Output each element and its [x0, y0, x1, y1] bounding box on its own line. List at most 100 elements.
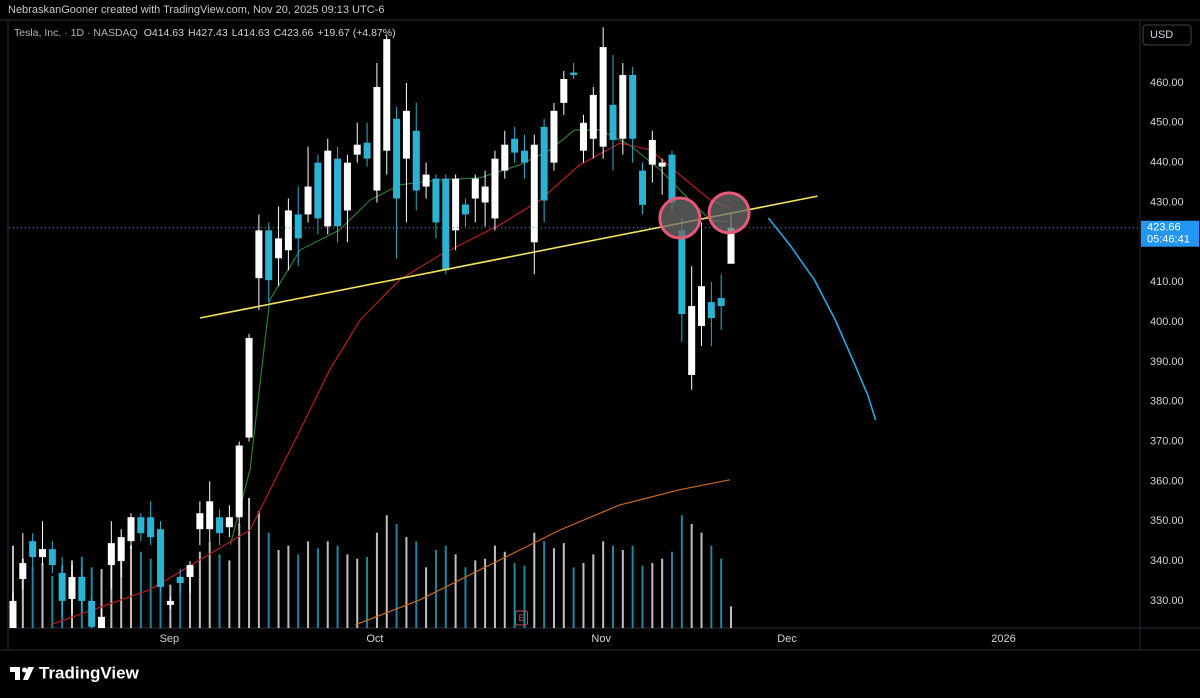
candle-body — [265, 230, 273, 281]
candle-body — [235, 445, 243, 518]
volume-bar — [346, 554, 349, 628]
legend-low: L414.63 — [232, 27, 270, 39]
volume-bar — [700, 532, 703, 628]
candle-body — [353, 144, 361, 155]
candle-body — [117, 537, 125, 562]
x-tick-label: 2026 — [991, 633, 1015, 645]
y-tick-label: 360.00 — [1150, 475, 1184, 487]
volume-bar — [218, 554, 221, 628]
volume-bar — [582, 563, 585, 628]
volume-bar — [405, 537, 408, 628]
event-marker: E — [519, 613, 525, 623]
volume-bar — [464, 567, 467, 628]
y-tick-label: 410.00 — [1150, 276, 1184, 288]
candle-body — [343, 162, 351, 211]
x-tick-label: Sep — [160, 633, 180, 645]
volume-bar — [139, 551, 142, 628]
y-tick-label: 380.00 — [1150, 396, 1184, 408]
y-tick-label: 460.00 — [1150, 77, 1184, 89]
symbol: Tesla, Inc. · 1D · NASDAQ — [14, 27, 138, 39]
candle-body — [38, 549, 46, 558]
candle-body — [501, 144, 509, 171]
logo-mark — [10, 667, 20, 680]
volume-bar — [149, 558, 152, 628]
candle-body — [599, 47, 607, 147]
volume-bar — [690, 524, 693, 628]
volume-bar — [356, 558, 359, 628]
volume-bar — [307, 541, 310, 628]
candle-body — [68, 577, 76, 599]
volume-bar — [611, 545, 614, 628]
candle-body — [48, 549, 56, 566]
x-tick-label: Dec — [777, 633, 797, 645]
candle-body — [29, 541, 37, 558]
volume-bar — [179, 576, 182, 628]
moving-average — [50, 142, 731, 626]
volume-bar — [248, 498, 251, 628]
volume-bar — [602, 541, 605, 628]
candle-body — [491, 158, 499, 219]
moving-average — [355, 479, 731, 626]
volume-bar — [425, 567, 428, 628]
volume-bar — [375, 532, 378, 628]
candle-body — [688, 306, 696, 375]
candle-body — [589, 94, 597, 139]
volume-bar — [543, 541, 546, 628]
logo-mark — [23, 667, 34, 680]
candle-body — [717, 298, 725, 307]
candle-body — [678, 230, 686, 315]
volume-bar — [592, 554, 595, 628]
volume-bar — [189, 565, 192, 628]
price-label: 423.66 — [1147, 222, 1181, 234]
candle-body — [78, 577, 86, 601]
candle-body — [393, 118, 401, 199]
volume-bar — [130, 545, 133, 628]
volume-bar — [661, 558, 664, 628]
price-label-box — [1141, 220, 1199, 247]
projection-curve — [767, 217, 877, 421]
candle-body — [88, 600, 96, 627]
candle-body — [216, 517, 224, 534]
volume-bar — [395, 524, 398, 628]
legend-open: O414.63 — [144, 27, 184, 39]
volume-bar — [257, 511, 260, 628]
volume-bar — [110, 554, 113, 628]
legend-close: C423.66 — [274, 27, 314, 39]
candle-body — [19, 563, 27, 579]
y-tick-label: 330.00 — [1150, 595, 1184, 607]
y-tick-label: 340.00 — [1150, 555, 1184, 567]
candle-body — [648, 139, 656, 165]
volume-bar — [720, 558, 723, 628]
candle-body — [402, 110, 410, 159]
volume-bar — [11, 545, 14, 628]
candle-body — [157, 529, 165, 587]
volume-bar — [513, 563, 516, 628]
candle-body — [314, 162, 322, 219]
candle-body — [609, 104, 617, 140]
candle-body — [324, 150, 332, 227]
candle-body — [275, 238, 283, 259]
candle-body — [442, 178, 450, 271]
candle-body — [471, 178, 479, 199]
candle-body — [107, 543, 115, 566]
y-tick-label: 390.00 — [1150, 356, 1184, 368]
event-marker-box — [515, 610, 529, 626]
volume-bar — [385, 515, 388, 628]
volume-bar — [41, 563, 44, 628]
currency-box[interactable] — [1142, 24, 1192, 46]
volume-bar — [562, 543, 565, 628]
volume-bar — [336, 545, 339, 628]
currency[interactable]: USD — [1150, 29, 1173, 41]
highlight-circle — [658, 196, 702, 240]
volume-bar — [198, 551, 201, 628]
volume-bar — [474, 560, 477, 628]
volume-bar — [228, 560, 231, 628]
volume-bar — [287, 545, 290, 628]
candle-body — [98, 616, 106, 628]
candle-body — [461, 204, 469, 215]
candle-body — [550, 110, 558, 163]
x-tick-label: Oct — [366, 633, 383, 645]
candle-body — [58, 573, 66, 601]
candle-body — [570, 72, 578, 75]
candle-body — [432, 178, 440, 223]
